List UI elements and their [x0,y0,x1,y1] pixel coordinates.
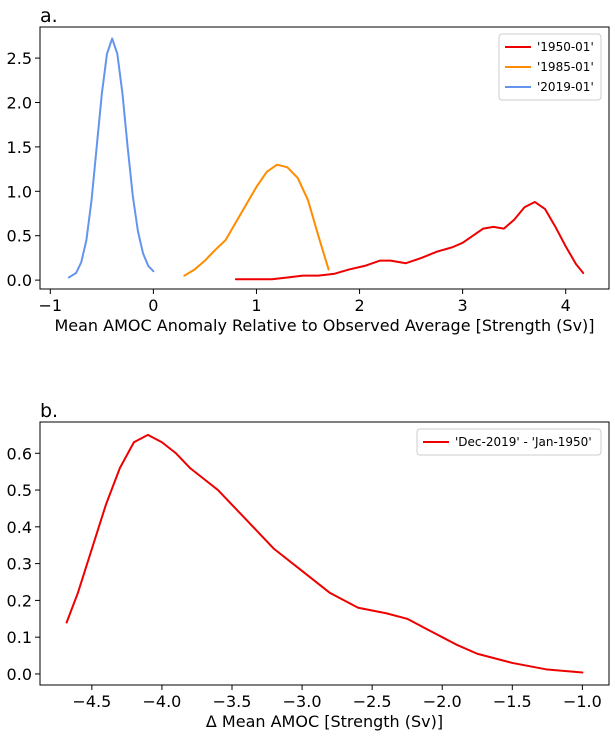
series-line-3 [67,37,155,279]
legend-entry-3: '2019-01' [537,80,594,94]
x-tick-label: −1.0 [563,692,602,711]
panel-2: −4.5 −4.0 −3.5 −3.0 −2.5 −2.0 −1.5 −1.0 0.0 0.1 0.… [7,400,610,731]
x-tick-label: −1.5 [493,692,532,711]
x-tick-label: −2.5 [353,692,392,711]
x-tick-label: 0 [148,296,158,315]
x-tick-label: 1 [251,296,261,315]
y-tick-label: 0.6 [7,444,32,463]
x-axis-label: Δ Mean AMOC [Strength (Sv)] [206,712,443,731]
x-tick-label: −4.5 [72,692,111,711]
x-tick-label: 4 [561,296,571,315]
axes-frame [39,26,610,290]
legend-entry-1: 'Dec-2019' - 'Jan-1950' [455,435,592,449]
series-line-1 [65,433,584,674]
y-tick-label: 0.0 [7,271,32,290]
panel-label: b. [40,400,58,422]
legend-box [416,428,602,456]
y-tick-label: 1.5 [7,138,32,157]
x-tick-label: 3 [458,296,468,315]
x-tick-label: −2.0 [423,692,462,711]
x-tick-label: −3.5 [213,692,252,711]
y-tick-label: 0.3 [7,555,32,574]
y-tick-label: 0.4 [7,518,32,537]
axes-frame [39,421,610,686]
legend-box [498,33,602,101]
x-tick-label: −4.0 [142,692,181,711]
y-tick-label: 0.5 [7,481,32,500]
y-tick-label: 0.2 [7,591,32,610]
legend: 'Dec-2019' - 'Jan-1950' [416,428,602,456]
series-line-1 [234,200,585,281]
x-tick-label: −1 [39,296,63,315]
legend-entry-1: '1950-01' [537,40,594,54]
legend-entry-2: '1985-01' [537,60,594,74]
x-tick-label: 2 [354,296,364,315]
y-tick-label: 2.5 [7,49,32,68]
y-tick-label: 1.0 [7,182,32,201]
y-tick-label: 0.0 [7,665,32,684]
y-tick-label: 0.5 [7,227,32,246]
legend: '1950-01' '1985-01' '2019-01' [498,33,602,101]
y-tick-label: 0.1 [7,628,32,647]
panel-label: a. [40,5,58,27]
series-line-2 [183,163,330,277]
x-axis-label: Mean AMOC Anomaly Relative to Observed A… [54,316,594,335]
y-tick-label: 2.0 [7,93,32,112]
x-tick-label: −3.0 [283,692,322,711]
panel-1: −1 0 1 2 3 4 0.0 0.5 1.0 1.5 2.0 2.5 Mean AMOC Anoma… [7,5,610,335]
